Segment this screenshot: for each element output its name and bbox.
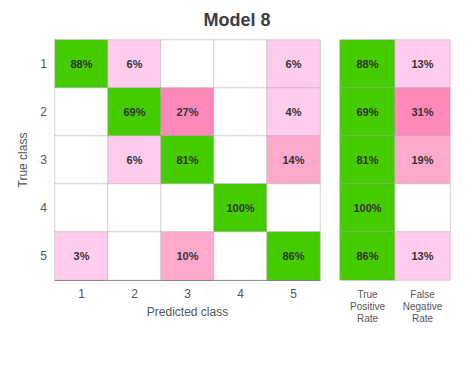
svg-text:88%: 88% bbox=[356, 58, 378, 70]
svg-text:3: 3 bbox=[184, 287, 191, 301]
svg-text:13%: 13% bbox=[411, 58, 433, 70]
svg-text:86%: 86% bbox=[282, 250, 304, 262]
svg-text:False: False bbox=[410, 289, 435, 300]
svg-text:1: 1 bbox=[40, 57, 47, 71]
svg-text:27%: 27% bbox=[176, 106, 198, 118]
svg-text:Predicted class: Predicted class bbox=[147, 305, 228, 319]
svg-text:31%: 31% bbox=[411, 106, 433, 118]
svg-text:81%: 81% bbox=[356, 154, 378, 166]
svg-text:6%: 6% bbox=[286, 58, 302, 70]
svg-text:Positive: Positive bbox=[350, 301, 385, 312]
svg-text:3%: 3% bbox=[74, 250, 90, 262]
svg-text:81%: 81% bbox=[176, 154, 198, 166]
svg-text:2: 2 bbox=[40, 105, 47, 119]
svg-text:10%: 10% bbox=[176, 250, 198, 262]
svg-text:86%: 86% bbox=[356, 250, 378, 262]
svg-text:Rate: Rate bbox=[412, 313, 434, 324]
svg-text:100%: 100% bbox=[226, 202, 254, 214]
svg-text:88%: 88% bbox=[70, 58, 92, 70]
svg-text:1: 1 bbox=[78, 287, 85, 301]
svg-text:Rate: Rate bbox=[357, 313, 379, 324]
svg-text:4: 4 bbox=[40, 201, 47, 215]
svg-text:Model 8: Model 8 bbox=[203, 10, 270, 30]
svg-text:5: 5 bbox=[290, 287, 297, 301]
svg-text:4: 4 bbox=[237, 287, 244, 301]
svg-text:2: 2 bbox=[131, 287, 138, 301]
svg-text:19%: 19% bbox=[411, 154, 433, 166]
svg-text:6%: 6% bbox=[127, 154, 143, 166]
svg-text:3: 3 bbox=[40, 153, 47, 167]
svg-text:Negative: Negative bbox=[403, 301, 443, 312]
svg-text:True: True bbox=[357, 289, 378, 300]
svg-text:5: 5 bbox=[40, 249, 47, 263]
svg-text:100%: 100% bbox=[353, 202, 381, 214]
svg-text:14%: 14% bbox=[282, 154, 304, 166]
svg-text:69%: 69% bbox=[356, 106, 378, 118]
svg-text:4%: 4% bbox=[286, 106, 302, 118]
svg-text:13%: 13% bbox=[411, 250, 433, 262]
svg-text:6%: 6% bbox=[127, 58, 143, 70]
svg-text:True class: True class bbox=[16, 133, 30, 188]
svg-text:69%: 69% bbox=[123, 106, 145, 118]
